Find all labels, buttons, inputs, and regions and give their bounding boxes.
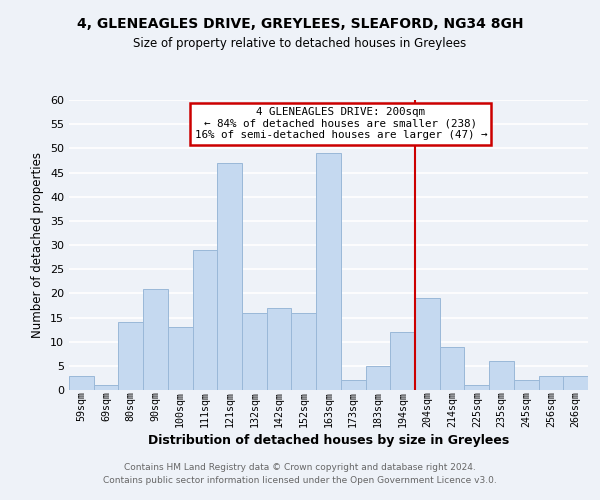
Bar [563,376,588,390]
Bar [539,376,563,390]
Bar [69,376,94,390]
Bar [168,327,193,390]
Bar [341,380,365,390]
Text: 4, GLENEAGLES DRIVE, GREYLEES, SLEAFORD, NG34 8GH: 4, GLENEAGLES DRIVE, GREYLEES, SLEAFORD,… [77,18,523,32]
Bar [390,332,415,390]
Bar [143,288,168,390]
Bar [489,361,514,390]
Text: Contains HM Land Registry data © Crown copyright and database right 2024.: Contains HM Land Registry data © Crown c… [124,462,476,471]
Bar [118,322,143,390]
X-axis label: Distribution of detached houses by size in Greylees: Distribution of detached houses by size … [148,434,509,448]
Text: Contains public sector information licensed under the Open Government Licence v3: Contains public sector information licen… [103,476,497,485]
Bar [242,312,267,390]
Text: Size of property relative to detached houses in Greylees: Size of property relative to detached ho… [133,38,467,51]
Bar [217,163,242,390]
Bar [415,298,440,390]
Y-axis label: Number of detached properties: Number of detached properties [31,152,44,338]
Bar [292,312,316,390]
Bar [514,380,539,390]
Bar [316,153,341,390]
Bar [365,366,390,390]
Bar [440,346,464,390]
Bar [193,250,217,390]
Bar [464,385,489,390]
Text: 4 GLENEAGLES DRIVE: 200sqm
← 84% of detached houses are smaller (238)
16% of sem: 4 GLENEAGLES DRIVE: 200sqm ← 84% of deta… [194,108,487,140]
Bar [94,385,118,390]
Bar [267,308,292,390]
